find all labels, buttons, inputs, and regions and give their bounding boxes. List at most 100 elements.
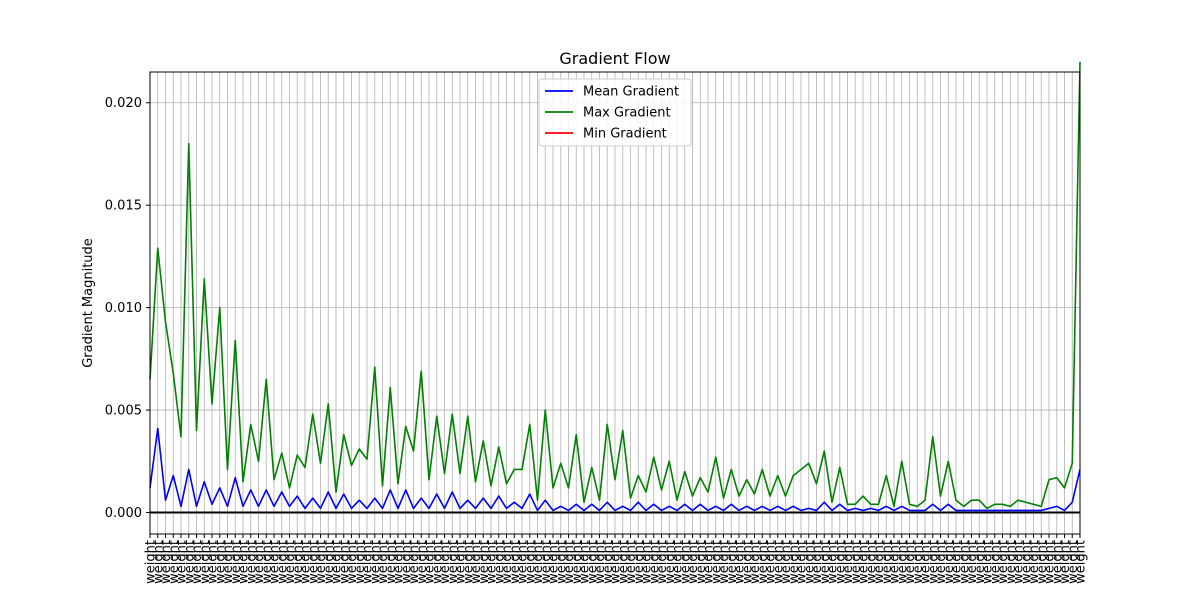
x-tick-label: weight xyxy=(601,540,616,584)
x-tick-label: weight xyxy=(593,540,608,584)
x-tick-label: weight xyxy=(570,540,585,584)
x-tick-label: weight xyxy=(748,540,763,584)
x-tick-label: weight xyxy=(1027,540,1042,584)
x-tick-label: weight xyxy=(640,540,655,584)
x-tick-label: weight xyxy=(252,540,267,584)
x-tick-label: weight xyxy=(446,540,461,584)
x-tick-label: weight xyxy=(795,540,810,584)
x-tick-label: weight xyxy=(531,540,546,584)
x-tick-label: weight xyxy=(244,540,259,584)
x-tick-label: weight xyxy=(562,540,577,584)
y-axis-label: Gradient Magnitude xyxy=(81,238,96,368)
x-tick-label: weight xyxy=(438,540,453,584)
x-tick-label: weight xyxy=(461,540,476,584)
x-tick-label: weight xyxy=(702,540,717,584)
x-tick-label: weight xyxy=(454,540,469,584)
x-tick-label: weight xyxy=(229,540,244,584)
x-tick-label: weight xyxy=(857,540,872,584)
legend-label: Max Gradient xyxy=(583,106,671,121)
x-tick-label: weight xyxy=(1004,540,1019,584)
x-tick-label: weight xyxy=(368,540,383,584)
x-tick-label: weight xyxy=(206,540,221,584)
x-tick-label: weight xyxy=(616,540,631,584)
x-tick-label: weight xyxy=(872,540,887,584)
series-lines xyxy=(149,61,1081,514)
x-tick-label: weight xyxy=(919,540,934,584)
x-tick-label: weight xyxy=(430,540,445,584)
chart-title: Gradient Flow xyxy=(559,49,670,68)
x-tick-label: weight xyxy=(942,540,957,584)
x-tick-label: weight xyxy=(647,540,662,584)
x-tick-label: weight xyxy=(578,540,593,584)
x-tick-label: weight xyxy=(1058,540,1073,584)
x-tick-label: weight xyxy=(159,540,174,584)
x-tick-label: weight xyxy=(1043,540,1058,584)
x-tick-label: weight xyxy=(810,540,825,584)
x-tick-label: weight xyxy=(981,540,996,584)
y-tick-label: 0.010 xyxy=(105,301,142,316)
x-tick-label: weight xyxy=(725,540,740,584)
x-tick-label: weight xyxy=(903,540,918,584)
x-tick-label: weight xyxy=(1012,540,1027,584)
x-tick-label: weight xyxy=(523,540,538,584)
x-tick-label: weight xyxy=(306,540,321,584)
x-tick-label: weight xyxy=(833,540,848,584)
x-tick-label: weight xyxy=(492,540,507,584)
x-tick-label: weight xyxy=(585,540,600,584)
x-tick-label: weight xyxy=(671,540,686,584)
x-tick-label: weight xyxy=(407,540,422,584)
legend: Mean Gradient Max Gradient Min Gradient xyxy=(538,78,692,147)
x-tick-label: weight xyxy=(221,540,236,584)
y-axis-ticks: 0.000 0.005 0.010 0.015 0.020 xyxy=(105,96,150,521)
x-tick-label: weight xyxy=(926,540,941,584)
legend-label: Mean Gradient xyxy=(583,85,679,100)
x-tick-label: weight xyxy=(1035,540,1050,584)
x-tick-label: weight xyxy=(609,540,624,584)
x-tick-label: weight xyxy=(151,540,166,584)
x-tick-label: weight xyxy=(237,540,252,584)
x-tick-label: weight xyxy=(802,540,817,584)
x-tick-label: weight xyxy=(260,540,275,584)
x-tick-label: weight xyxy=(756,540,771,584)
x-tick-label: weight xyxy=(686,540,701,584)
x-tick-label: weight xyxy=(864,540,879,584)
x-tick-label: weight xyxy=(888,540,903,584)
x-tick-label: weight xyxy=(423,540,438,584)
x-tick-label: weight xyxy=(376,540,391,584)
x-tick-label: weight xyxy=(190,540,205,584)
x-tick-label: weight xyxy=(934,540,949,584)
x-tick-label: weight xyxy=(337,540,352,584)
x-tick-label: weight xyxy=(849,540,864,584)
x-tick-label: weight xyxy=(655,540,670,584)
x-tick-label: weight xyxy=(965,540,980,584)
x-tick-label: weight xyxy=(198,540,213,584)
y-tick-label: 0.015 xyxy=(105,199,142,214)
x-tick-label: weight xyxy=(663,540,678,584)
x-tick-label: weight xyxy=(1019,540,1034,584)
x-tick-label: weight xyxy=(779,540,794,584)
x-tick-label: weight xyxy=(299,540,314,584)
x-tick-label: weight xyxy=(1050,540,1065,584)
y-tick-label: 0.005 xyxy=(105,404,142,419)
y-tick-label: 0.000 xyxy=(105,506,142,521)
x-tick-label: weight xyxy=(477,540,492,584)
x-tick-label: weight xyxy=(818,540,833,584)
x-tick-label: weight xyxy=(485,540,500,584)
x-tick-label: weight xyxy=(841,540,856,584)
x-tick-label: weight xyxy=(415,540,430,584)
x-tick-label: weight xyxy=(392,540,407,584)
x-tick-label: weight xyxy=(361,540,376,584)
x-tick-label: weight xyxy=(213,540,228,584)
legend-box xyxy=(538,78,692,147)
x-tick-label: weight xyxy=(678,540,693,584)
x-tick-label: weight xyxy=(709,540,724,584)
x-tick-label: weight xyxy=(322,540,337,584)
x-tick-label: weight xyxy=(330,540,345,584)
x-tick-label: weight xyxy=(291,540,306,584)
x-tick-label: weight xyxy=(826,540,841,584)
x-tick-label: weight xyxy=(717,540,732,584)
x-tick-label: weight xyxy=(973,540,988,584)
x-tick-label: weight xyxy=(957,540,972,584)
